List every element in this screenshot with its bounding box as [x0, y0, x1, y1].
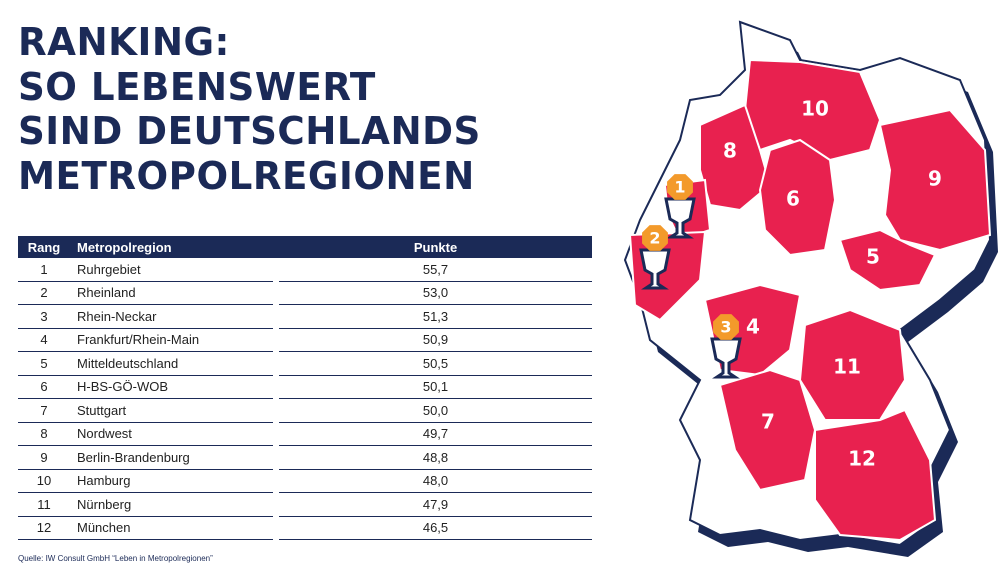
table-row: 4 Frankfurt/Rhein-Main 50,9: [18, 329, 592, 352]
region-label: 4: [746, 315, 760, 339]
table-row: 11 Nürnberg 47,9: [18, 493, 592, 517]
table-row: 9 Berlin-Brandenburg 48,8: [18, 446, 592, 470]
title-line: METROPOLREGIONEN: [18, 153, 475, 198]
table-cell: Rhein-Neckar: [70, 305, 273, 329]
table-cell: Mitteldeutschland: [70, 352, 273, 376]
table-row: 7 Stuttgart 50,0: [18, 399, 592, 423]
badge: [713, 314, 739, 340]
table-cell: Berlin-Brandenburg: [70, 446, 273, 470]
table-cell: Frankfurt/Rhein-Main: [70, 329, 273, 352]
table-cell: 49,7: [279, 423, 592, 446]
region-label: 12: [848, 447, 876, 471]
table-cell: 6: [18, 376, 70, 399]
table-cell: Hamburg: [70, 470, 273, 493]
table-cell: 12: [18, 517, 70, 540]
table-row: 12 München 46,5: [18, 517, 592, 540]
table-cell: 3: [18, 305, 70, 329]
region-label: 11: [833, 355, 861, 379]
region-label: 8: [723, 139, 737, 163]
badge: [667, 174, 693, 200]
table-cell: 1: [18, 258, 70, 282]
title-line: RANKING:: [18, 20, 230, 64]
table-cell: 47,9: [279, 493, 592, 517]
table-cell: 10: [18, 470, 70, 493]
table-cell: Nordwest: [70, 423, 273, 446]
table-cell: 50,9: [279, 329, 592, 352]
table-cell: Rheinland: [70, 282, 273, 305]
table-cell: Nürnberg: [70, 493, 273, 517]
table-row: 8 Nordwest 49,7: [18, 423, 592, 446]
region-label: 5: [866, 245, 880, 269]
table-cell: 53,0: [279, 282, 592, 305]
table-row: 3 Rhein-Neckar 51,3: [18, 305, 592, 329]
title-line: SIND DEUTSCHLANDS: [18, 109, 481, 153]
table-cell: Stuttgart: [70, 399, 273, 423]
trophy-label: 2: [649, 229, 660, 248]
title-line: SO LEBENSWERT: [18, 64, 376, 109]
table-cell: 9: [18, 446, 70, 470]
title: RANKING: SO LEBENSWERT SIND DEUTSCHLANDS…: [18, 20, 490, 198]
trophy: [710, 337, 742, 379]
region-label: 7: [761, 410, 775, 434]
badge: [642, 225, 668, 251]
table-cell: 5: [18, 352, 70, 376]
table-cell: 7: [18, 399, 70, 423]
table-cell: 55,7: [279, 258, 592, 282]
table-cell: 50,0: [279, 399, 592, 423]
table-cell: Ruhrgebiet: [70, 258, 273, 282]
region-label: 10: [801, 97, 829, 121]
column-header: Rang: [18, 236, 70, 258]
table-cell: 46,5: [279, 517, 592, 540]
table-cell: 51,3: [279, 305, 592, 329]
table-row: 10 Hamburg 48,0: [18, 470, 592, 493]
trophy: [664, 197, 696, 239]
table-row: 5 Mitteldeutschland 50,5: [18, 352, 592, 376]
column-header: Metropolregion: [70, 236, 273, 258]
table-cell: 48,8: [279, 446, 592, 470]
column-header: Punkte: [279, 236, 592, 258]
table-row: 1 Ruhrgebiet 55,7: [18, 258, 592, 282]
region-label: 6: [786, 187, 800, 211]
table-cell: H-BS-GÖ-WOB: [70, 376, 273, 399]
trophy-label: 1: [674, 178, 685, 197]
table-cell: 11: [18, 493, 70, 517]
ranking-table: Rang Metropolregion Punkte 1 Ruhrgebiet 55…: [18, 236, 592, 540]
source: Quelle: IW Consult GmbH “Leben in Metrop…: [18, 554, 213, 563]
table-cell: 50,5: [279, 352, 592, 376]
table-cell: 48,0: [279, 470, 592, 493]
table-cell: 50,1: [279, 376, 592, 399]
table-cell: 8: [18, 423, 70, 446]
table-row: 2 Rheinland 53,0: [18, 282, 592, 305]
region-label: 9: [928, 167, 942, 191]
trophy: [639, 248, 671, 290]
trophy-label: 3: [720, 318, 731, 337]
table-row: 6 H-BS-GÖ-WOB 50,1: [18, 376, 592, 399]
table-cell: 2: [18, 282, 70, 305]
table-cell: München: [70, 517, 273, 540]
table-cell: 4: [18, 329, 70, 352]
